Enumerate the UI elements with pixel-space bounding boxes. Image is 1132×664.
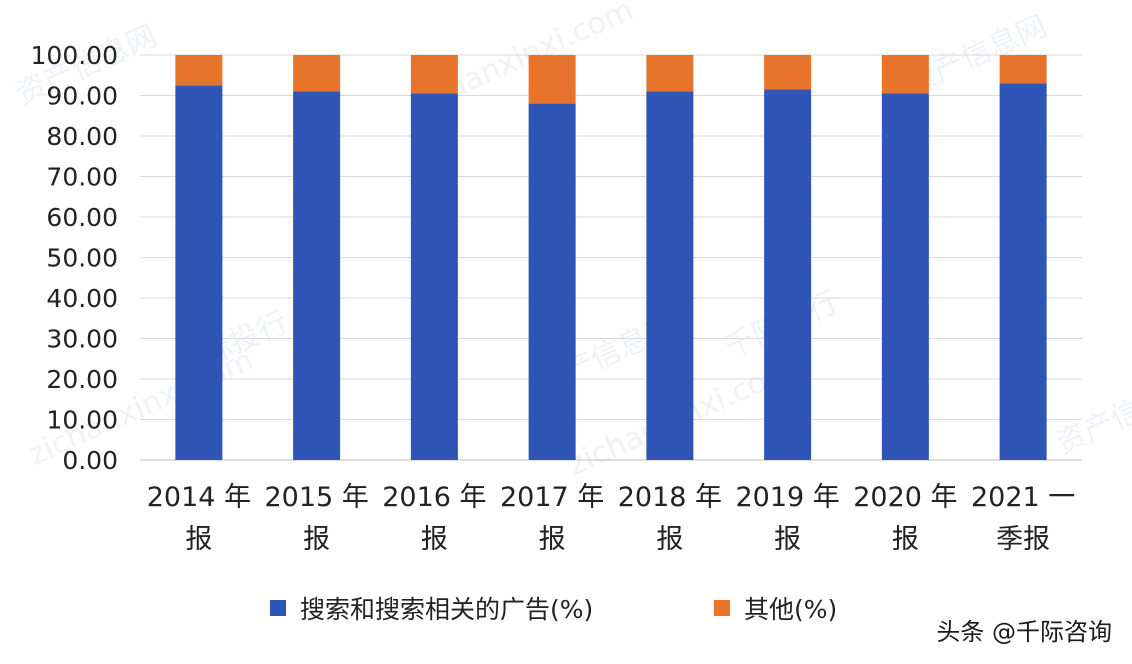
bar-other	[528, 55, 576, 104]
x-tick-label: 报	[774, 524, 801, 555]
x-tick-label: 2014 年	[147, 482, 251, 513]
legend: 搜索和搜索相关的广告(%) 其他(%)	[270, 595, 837, 624]
x-tick-label: 2016 年	[382, 482, 486, 513]
x-tick-label: 2017 年	[500, 482, 604, 513]
x-tick-label: 2021 一	[971, 482, 1075, 513]
bar-search-ads	[999, 83, 1047, 460]
legend-swatch	[270, 600, 286, 616]
y-tick-label: 10.00	[46, 406, 118, 435]
x-tick-label: 2019 年	[735, 482, 839, 513]
x-tick-label: 季报	[996, 524, 1050, 555]
y-tick-label: 60.00	[46, 203, 118, 232]
legend-swatch	[714, 600, 730, 616]
bar-other	[293, 55, 341, 92]
x-tick-label: 报	[656, 524, 683, 555]
y-tick-label: 100.00	[31, 41, 118, 70]
legend-label: 搜索和搜索相关的广告(%)	[300, 595, 593, 624]
bar-search-ads	[646, 91, 694, 460]
x-tick-label: 报	[185, 524, 212, 555]
legend-label: 其他(%)	[744, 595, 837, 624]
bars	[175, 55, 1047, 461]
bar-search-ads	[528, 103, 576, 460]
bar-search-ads	[410, 93, 458, 460]
y-tick-label: 80.00	[46, 122, 118, 151]
y-tick-label: 20.00	[46, 365, 118, 394]
x-tick-label: 报	[303, 524, 330, 555]
y-tick-label: 70.00	[46, 163, 118, 192]
bar-other	[764, 55, 812, 90]
x-tick-label: 2018 年	[618, 482, 722, 513]
source-credit: 头条 @千际咨询	[936, 618, 1112, 646]
bar-other	[646, 55, 694, 92]
gridlines	[140, 54, 1082, 461]
x-tick-label: 2015 年	[264, 482, 368, 513]
y-axis-tick-labels: 0.00 10.00 20.00 30.00 40.00 50.00 60.00 70.00 8…	[31, 41, 118, 475]
x-tick-label: 报	[421, 524, 448, 555]
bar-search-ads	[764, 89, 812, 461]
y-tick-label: 30.00	[46, 325, 118, 354]
x-tick-label: 2020 年	[853, 482, 957, 513]
x-tick-label: 报	[539, 524, 566, 555]
y-tick-label: 90.00	[46, 82, 118, 111]
bar-other	[175, 55, 223, 86]
bar-other	[999, 55, 1047, 84]
bar-search-ads	[881, 93, 929, 460]
y-tick-label: 0.00	[62, 446, 118, 475]
y-tick-label: 40.00	[46, 284, 118, 313]
x-tick-label: 报	[892, 524, 919, 555]
y-tick-label: 50.00	[46, 244, 118, 273]
bar-search-ads	[293, 91, 341, 460]
bar-other	[881, 55, 929, 94]
bar-search-ads	[175, 85, 223, 460]
bar-other	[410, 55, 458, 94]
